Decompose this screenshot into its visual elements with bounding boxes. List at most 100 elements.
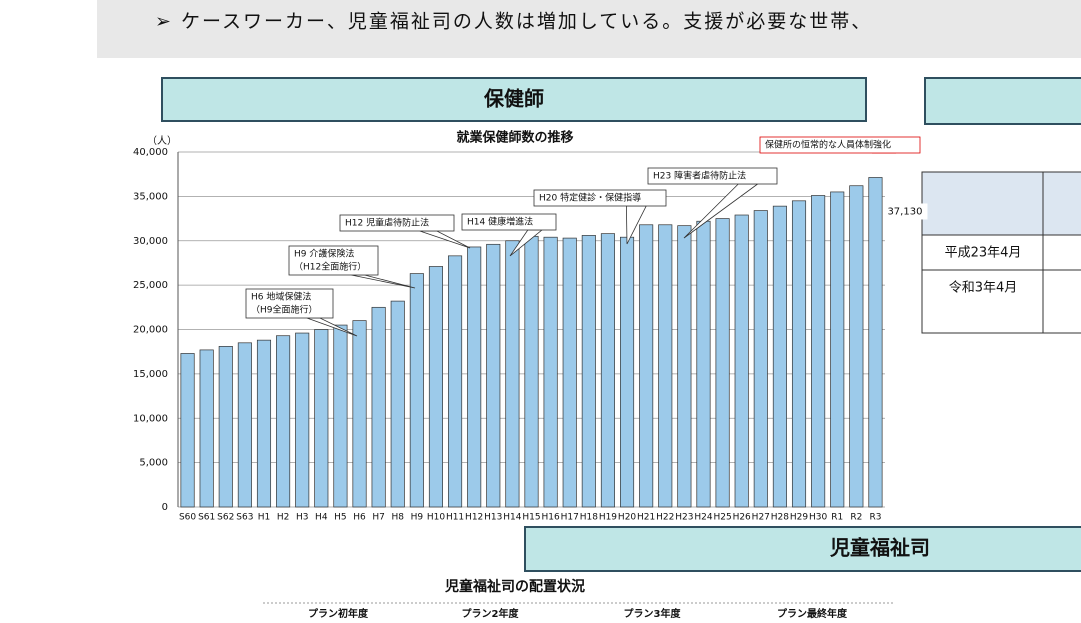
x-tick-label: H10 [427, 513, 445, 523]
callout-box [288, 245, 379, 276]
x-tick-label: H3 [296, 513, 309, 523]
column-header: プラン最終年度 [777, 607, 848, 620]
bar [314, 329, 329, 508]
annotation: H14 健康増進法 [467, 216, 533, 228]
bar [639, 224, 654, 508]
x-tick-label: S61 [198, 513, 215, 523]
bar [448, 255, 463, 508]
bar [467, 246, 482, 508]
column-header: プラン3年度 [624, 607, 682, 620]
y-unit: （人） [147, 135, 177, 147]
callout-box [245, 288, 334, 319]
x-tick-label: H16 [541, 513, 559, 523]
x-tick-label: H15 [522, 513, 540, 523]
table-header [921, 171, 1081, 236]
bar [543, 236, 558, 508]
bar [352, 320, 367, 508]
x-tick-label: H7 [372, 513, 385, 523]
bar [180, 353, 195, 508]
x-tick-label: H26 [733, 513, 751, 523]
bar [715, 218, 730, 508]
bar [696, 220, 711, 508]
bar [333, 324, 348, 508]
bar [371, 306, 386, 508]
annotation: H9 介護保険法 [294, 248, 354, 260]
x-tick-label: H22 [656, 513, 674, 523]
y-tick-label: 10,000 [133, 413, 168, 424]
bar [791, 200, 807, 508]
x-tick-label: H14 [503, 513, 521, 523]
bar [256, 339, 272, 508]
section-title: 保健師 [483, 87, 544, 111]
bar [849, 185, 864, 508]
section-box [924, 77, 1081, 125]
bar [830, 191, 845, 508]
bar [486, 243, 501, 508]
column-header: プラン初年度 [308, 607, 369, 620]
bar [295, 332, 310, 508]
bar [753, 210, 768, 508]
x-tick-label: H29 [790, 513, 808, 523]
x-tick-label: H2 [277, 513, 290, 523]
x-tick-label: H1 [258, 513, 271, 523]
x-tick-label: H28 [771, 513, 789, 523]
chart-title: 就業保健師数の推移 [456, 130, 573, 146]
x-tick-label: R2 [850, 513, 862, 523]
x-tick-label: H23 [675, 513, 693, 523]
table-cell: 平成23年4月 [945, 246, 1022, 261]
x-tick-label: H20 [618, 513, 636, 523]
x-tick-label: H5 [334, 513, 347, 523]
callout-pointer [351, 274, 416, 289]
x-tick-label: H12 [465, 513, 483, 523]
x-tick-label: H9 [411, 513, 424, 523]
y-tick-label: 30,000 [133, 236, 168, 247]
bar [620, 236, 635, 508]
x-tick-label: H25 [713, 513, 731, 523]
x-tick-label: S60 [179, 513, 196, 523]
x-tick-label: R1 [831, 513, 843, 523]
bar [734, 214, 749, 508]
y-tick-label: 40,000 [133, 147, 168, 158]
column-header: プラン2年度 [462, 607, 520, 620]
x-tick-label: H6 [353, 513, 366, 523]
bar [811, 195, 826, 508]
right-table: 平成23年4月 令和3年4月 [921, 171, 1081, 334]
x-tick-label: H8 [391, 513, 404, 523]
bar [600, 233, 615, 508]
y-tick-label: 35,000 [133, 191, 168, 202]
banner-bg [97, 0, 1081, 58]
x-tick-label: H4 [315, 513, 328, 523]
bar [524, 235, 539, 508]
y-tick-label: 20,000 [133, 325, 168, 336]
x-tick-label: H17 [561, 513, 579, 523]
y-tick-label: 15,000 [133, 369, 168, 380]
bar [390, 300, 405, 508]
bar [658, 224, 673, 508]
bar [199, 349, 214, 508]
x-tick-label: S62 [217, 513, 234, 523]
x-tick-label: H18 [580, 513, 598, 523]
bar [772, 205, 787, 508]
y-tick-label: 5,000 [139, 458, 168, 469]
x-tick-label: H21 [637, 513, 655, 523]
x-tick-label: S63 [236, 513, 253, 523]
callout-box [759, 136, 921, 154]
annotation: H23 障害者虐待防止法 [653, 170, 746, 182]
annotation: （H12全面施行） [294, 261, 366, 273]
annotation: H6 地域保健法 [251, 291, 311, 303]
x-tick-label: H11 [446, 513, 464, 523]
banner: ➢ ケースワーカー、児童福祉司の人数は増加している。支援が必要な世帯、 [155, 11, 872, 33]
section-box [524, 526, 1081, 572]
table-cell: 令和3年4月 [949, 281, 1018, 296]
x-tick-label: H19 [599, 513, 617, 523]
bar [276, 335, 291, 508]
x-tick-label: H13 [484, 513, 502, 523]
bar [562, 237, 577, 508]
callout-box [339, 214, 455, 232]
label-bg [883, 203, 928, 220]
bar [581, 235, 596, 508]
section-box [161, 77, 867, 122]
table-row [921, 269, 1081, 334]
data-label: 37,130 [887, 206, 922, 217]
annotation: H20 特定健診・保健指導 [539, 192, 641, 204]
